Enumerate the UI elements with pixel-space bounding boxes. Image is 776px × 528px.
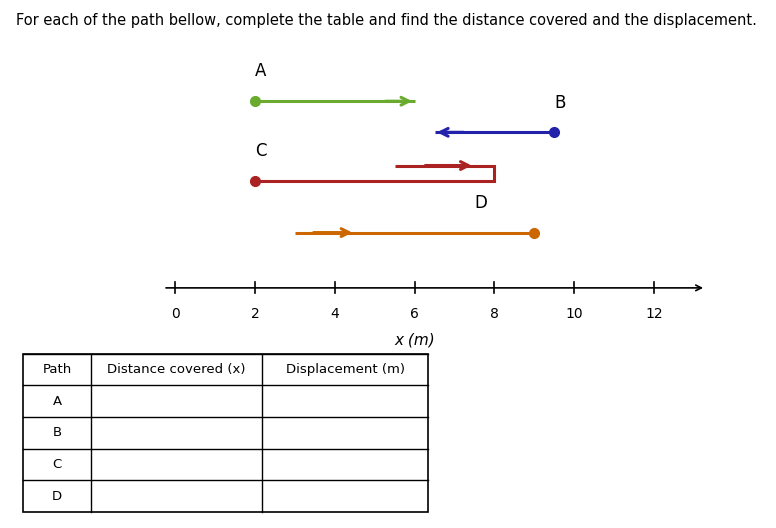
- Text: Path: Path: [43, 363, 71, 376]
- Text: Displacement (m): Displacement (m): [286, 363, 404, 376]
- Text: Distance covered (x): Distance covered (x): [107, 363, 245, 376]
- Text: 8: 8: [490, 307, 499, 321]
- Text: D: D: [474, 194, 487, 212]
- Text: D: D: [52, 490, 62, 503]
- Text: 10: 10: [566, 307, 583, 321]
- Text: 12: 12: [646, 307, 663, 321]
- Text: A: A: [255, 62, 266, 80]
- Text: C: C: [53, 458, 61, 471]
- Text: 2: 2: [251, 307, 259, 321]
- Text: For each of the path bellow, complete the table and find the distance covered an: For each of the path bellow, complete th…: [16, 13, 757, 28]
- Text: 6: 6: [411, 307, 419, 321]
- Text: C: C: [255, 142, 266, 160]
- Text: 4: 4: [331, 307, 339, 321]
- Text: B: B: [53, 427, 61, 439]
- Text: A: A: [53, 395, 61, 408]
- Text: B: B: [554, 93, 566, 111]
- Text: 0: 0: [171, 307, 179, 321]
- Text: x (m): x (m): [394, 333, 435, 348]
